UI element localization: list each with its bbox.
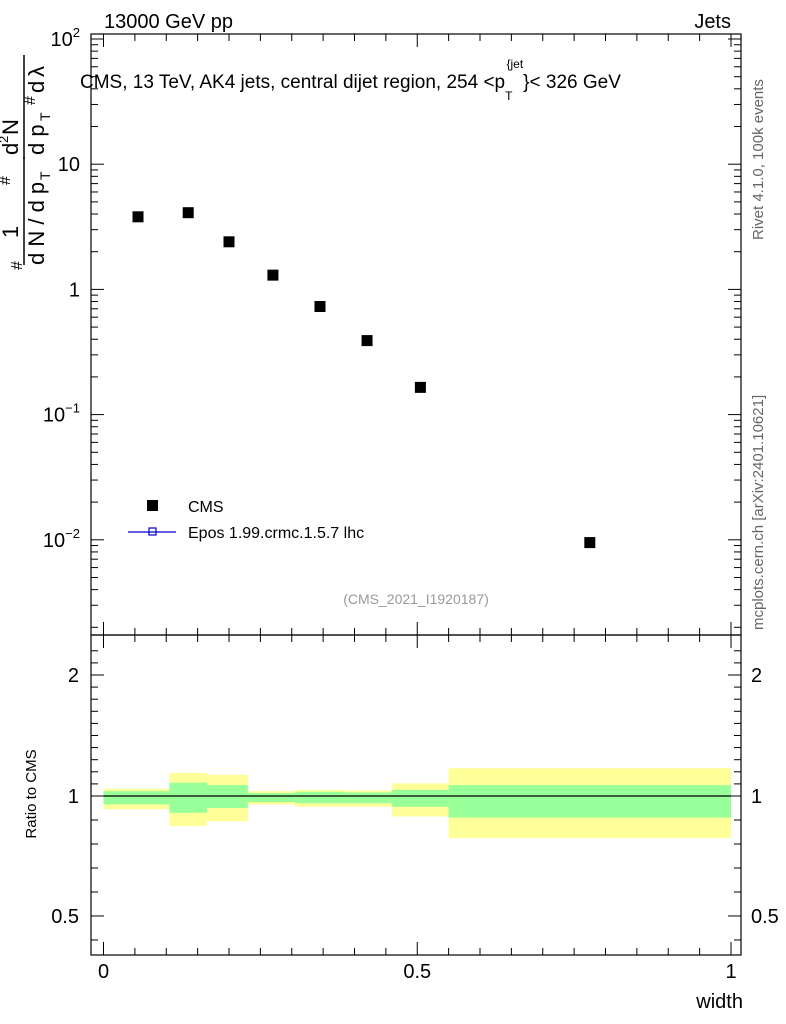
cms-data-point-0 bbox=[132, 211, 144, 223]
svg-text:d p: d p bbox=[24, 124, 49, 155]
main-ytick-label: 10−2 bbox=[43, 526, 80, 552]
ratio-band-inner-0 bbox=[103, 791, 170, 805]
cms-data-point-2 bbox=[223, 236, 235, 248]
main-ytick-label: 1 bbox=[69, 279, 80, 301]
plot-title-sub: T bbox=[505, 89, 513, 103]
xtick-label: 1 bbox=[725, 961, 736, 983]
plot-title: CMS, 13 TeV, AK4 jets, central dijet reg… bbox=[80, 57, 621, 103]
plot-title-main: CMS, 13 TeV, AK4 jets, central dijet reg… bbox=[80, 72, 505, 93]
data-points bbox=[132, 207, 596, 549]
header-right: Jets bbox=[694, 11, 731, 33]
ratio-band-inner-4 bbox=[294, 791, 346, 804]
main-ytick-label: 10 bbox=[58, 154, 80, 176]
ratio-bands bbox=[103, 768, 731, 838]
plot-title-sup: {jet bbox=[506, 57, 523, 71]
svg-text:#: # bbox=[0, 176, 14, 185]
svg-text:1: 1 bbox=[0, 226, 23, 238]
ratio-axis-ticks bbox=[91, 635, 741, 955]
ratio-ytick-label-right: 2 bbox=[751, 665, 762, 687]
ratio-band-inner-6 bbox=[392, 789, 449, 807]
ratio-ytick-label-left: 0.5 bbox=[51, 906, 79, 928]
ratio-band-inner-1 bbox=[169, 782, 208, 813]
svg-text:N: N bbox=[0, 119, 23, 135]
ratio-frame bbox=[90, 634, 742, 956]
xtick-labels: 0 0.5 1 bbox=[98, 961, 737, 983]
svg-text:d N / d p: d N / d p bbox=[24, 182, 49, 265]
svg-text:#: # bbox=[9, 261, 26, 270]
ratio-ylabel: Ratio to CMS bbox=[23, 749, 40, 838]
main-ylabel: # 1 d N / d p T # d 2 N d p T # d λ bbox=[0, 55, 53, 270]
rivet-label: Rivet 4.1.0, 100k events bbox=[750, 79, 767, 240]
ratio-ytick-labels: 2 2 1 1 0.5 0.5 bbox=[51, 665, 779, 928]
cms-data-point-5 bbox=[361, 335, 373, 347]
main-ytick-labels: 102 10 1 10−1 10−2 bbox=[43, 25, 80, 552]
svg-text:d: d bbox=[0, 143, 23, 155]
main-axis-ticks bbox=[91, 34, 741, 635]
header-left: 13000 GeV pp bbox=[104, 11, 233, 33]
ratio-ytick-label-right: 1 bbox=[751, 786, 762, 808]
main-ytick-label: 102 bbox=[51, 25, 80, 51]
ratio-band-inner-5 bbox=[345, 792, 393, 804]
ratio-ytick-label-right: 0.5 bbox=[751, 906, 779, 928]
ratio-band-inner-3 bbox=[247, 792, 295, 802]
xtick-label: 0.5 bbox=[403, 961, 431, 983]
cms-data-point-7 bbox=[584, 537, 596, 549]
svg-text:2: 2 bbox=[0, 136, 11, 143]
legend-mc-label: Epos 1.99.crmc.1.5.7 lhc bbox=[188, 525, 364, 542]
svg-text:#: # bbox=[22, 96, 39, 105]
legend: CMS Epos 1.99.crmc.1.5.7 lhc bbox=[128, 499, 364, 542]
legend-mc-marker bbox=[148, 527, 157, 536]
main-frame bbox=[90, 33, 742, 636]
xaxis-label: width bbox=[695, 991, 743, 1013]
ratio-ytick-label-left: 2 bbox=[68, 665, 79, 687]
legend-cms-label: CMS bbox=[188, 499, 224, 516]
cms-data-point-3 bbox=[267, 269, 279, 281]
svg-text:d: d bbox=[24, 81, 49, 93]
ratio-band-inner-7 bbox=[448, 785, 731, 818]
xtick-label: 0 bbox=[98, 961, 109, 983]
cms-data-point-4 bbox=[314, 301, 326, 313]
legend-cms-marker bbox=[147, 500, 158, 511]
svg-text:λ: λ bbox=[24, 66, 49, 77]
ratio-ytick-label-left: 1 bbox=[68, 786, 79, 808]
cms-data-point-6 bbox=[414, 381, 426, 393]
plot-title-tail: }< 326 GeV bbox=[523, 72, 621, 93]
mcplots-label: mcplots.cern.ch [arXiv:2401.10621] bbox=[750, 395, 767, 630]
main-ytick-label: 10−1 bbox=[43, 401, 80, 427]
svg-text:T: T bbox=[37, 171, 53, 180]
cms-data-point-1 bbox=[182, 207, 194, 219]
analysis-watermark: (CMS_2021_I1920187) bbox=[343, 591, 489, 607]
svg-text:T: T bbox=[37, 112, 53, 121]
